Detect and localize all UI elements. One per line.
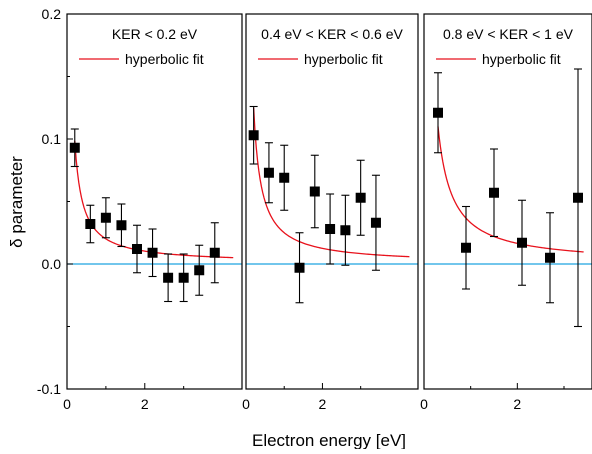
panel-1-data-point-7 (163, 272, 174, 283)
panel-3-x-tick-label-1: 0 (420, 396, 428, 412)
panel-2-data-point-9 (370, 217, 381, 228)
panel-1-x-tick-label-1: 0 (63, 396, 71, 412)
panel-3: 0.8 eV < KER < 1 eV hyperbolic fit 0 2 (420, 13, 592, 412)
panel-2-data-point-7 (340, 225, 351, 236)
y-axis-label: δ parameter (7, 156, 26, 248)
panel-3-title: 0.8 eV < KER < 1 eV (443, 26, 574, 42)
panel-1-y-tick-label-2: 0.0 (42, 256, 62, 272)
panel-3-data-point-3 (489, 187, 499, 198)
panel-2-data-point-4 (294, 262, 305, 273)
panel-2-data-point-6 (325, 224, 336, 234)
panel-3-data-point-5 (545, 252, 555, 263)
panel-1: KER < 0.2 eV hyperbolic fit 0 2 -0.1 0.0 0.1 0.… (37, 6, 243, 412)
panel-1-frame (66, 13, 243, 390)
panel-2-legend-label: hyperbolic fit (304, 51, 383, 67)
panel-3-data-point-6 (573, 192, 583, 203)
panel-2-data-point-3 (279, 172, 290, 183)
panel-2-data-point-2 (263, 167, 274, 178)
panel-3-x-tick-label-2: 2 (513, 396, 521, 412)
panel-2: 0.4 eV < KER < 0.6 eV hyperbolic fit 0 2 (242, 13, 419, 412)
panel-3-fit-curve (437, 126, 584, 253)
panel-1-data-point-2 (85, 219, 96, 229)
panel-1-data-point-1 (69, 142, 80, 153)
panel-2-x-tick-label-1: 0 (242, 396, 250, 412)
panel-1-data-point-9 (194, 265, 205, 276)
panels: KER < 0.2 eV hyperbolic fit 0 2 -0.1 0.0 0.1 0.… (37, 6, 592, 412)
panel-3-data-point-2 (461, 242, 471, 253)
panel-3-data-point-4 (517, 237, 527, 248)
panel-1-x-tick-label-2: 2 (141, 396, 149, 412)
panel-2-x-tick-label-2: 2 (319, 396, 327, 412)
panel-2-title: 0.4 eV < KER < 0.6 eV (261, 26, 403, 42)
panel-1-y-tick-label-3: 0.1 (42, 131, 62, 147)
panel-2-data-point-5 (309, 186, 320, 197)
panel-3-data-point-1 (433, 107, 443, 118)
panel-1-data-point-6 (147, 247, 158, 258)
panel-1-data-point-5 (132, 244, 142, 254)
panel-1-data-point-4 (116, 220, 127, 231)
panel-3-frame (423, 13, 592, 390)
panel-2-frame (245, 13, 419, 390)
panel-1-fit-curve (74, 140, 234, 259)
panel-1-y-tick-label-4: 0.2 (42, 6, 62, 22)
panel-2-data-point-8 (355, 192, 366, 203)
panel-1-title: KER < 0.2 eV (112, 26, 198, 42)
x-axis-label: Electron energy [eV] (252, 431, 406, 449)
panel-1-legend-label: hyperbolic fit (125, 51, 204, 67)
panel-1-data-point-8 (178, 272, 189, 283)
panel-3-legend-label: hyperbolic fit (482, 51, 561, 67)
panel-2-data-point-1 (248, 130, 259, 141)
panel-2-fit-curve (252, 107, 410, 258)
panel-1-y-tick-label-1: -0.1 (37, 381, 61, 397)
panel-1-data-point-10 (209, 247, 220, 258)
panel-1-data-point-3 (100, 212, 111, 223)
